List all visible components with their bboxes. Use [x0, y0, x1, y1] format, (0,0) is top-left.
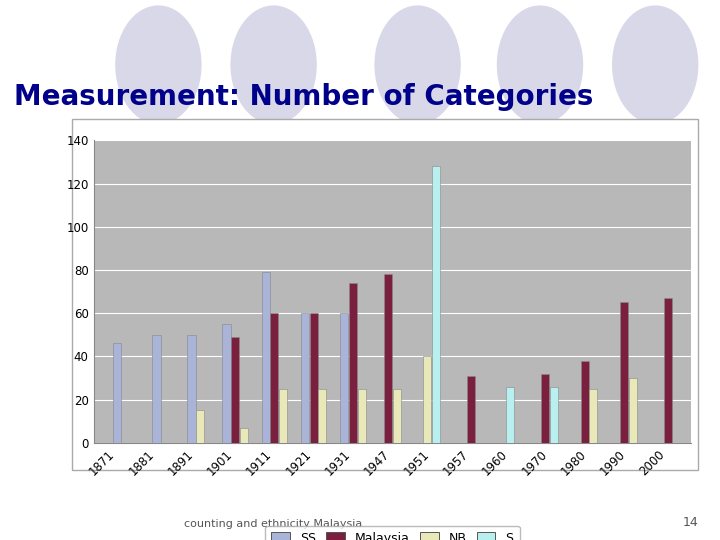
Ellipse shape: [612, 5, 698, 124]
Bar: [196, 410, 204, 443]
Bar: [620, 302, 628, 443]
Ellipse shape: [497, 5, 583, 124]
Bar: [629, 378, 636, 443]
Bar: [310, 313, 318, 443]
Bar: [423, 356, 431, 443]
Bar: [222, 324, 230, 443]
Bar: [318, 389, 326, 443]
Text: counting and ethnicity Malaysia: counting and ethnicity Malaysia: [184, 519, 363, 529]
Bar: [231, 337, 239, 443]
Text: Measurement: Number of Categories: Measurement: Number of Categories: [14, 83, 594, 111]
Bar: [262, 272, 270, 443]
Bar: [506, 387, 514, 443]
Bar: [664, 298, 672, 443]
Bar: [279, 389, 287, 443]
Bar: [113, 343, 121, 443]
Text: 14: 14: [683, 516, 698, 529]
Bar: [550, 387, 558, 443]
Bar: [384, 274, 392, 443]
Bar: [271, 313, 279, 443]
Bar: [358, 389, 366, 443]
Ellipse shape: [374, 5, 461, 124]
Bar: [341, 313, 348, 443]
Bar: [580, 361, 589, 443]
Ellipse shape: [230, 5, 317, 124]
Bar: [541, 374, 549, 443]
Ellipse shape: [115, 5, 202, 124]
Legend: SS, Malaysia, NB, S: SS, Malaysia, NB, S: [265, 526, 520, 540]
Bar: [392, 389, 401, 443]
Bar: [301, 313, 309, 443]
FancyBboxPatch shape: [72, 119, 698, 470]
Bar: [467, 376, 475, 443]
Bar: [349, 283, 357, 443]
Bar: [240, 428, 248, 443]
Bar: [432, 166, 440, 443]
Bar: [589, 389, 598, 443]
Bar: [153, 335, 161, 443]
Bar: [187, 335, 196, 443]
